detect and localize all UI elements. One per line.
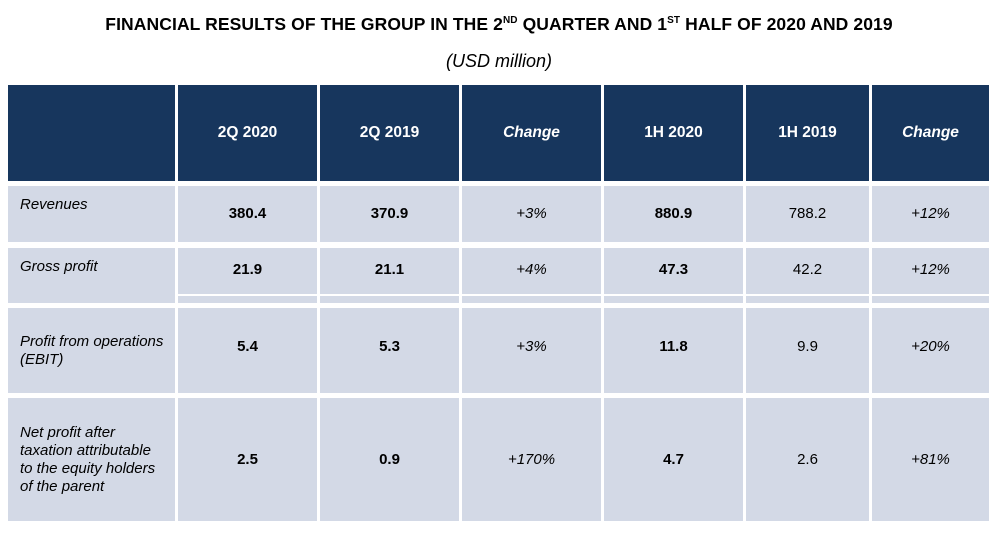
title-superscript: ST [667, 15, 681, 26]
row-label-gross-profit: Gross profit [8, 248, 175, 303]
row-divider [872, 294, 989, 296]
page-subtitle: (USD million) [445, 51, 552, 71]
gross-profit-2q-2020: 21.9 [178, 248, 317, 303]
header-corner [8, 85, 175, 181]
header-change-half: Change [872, 85, 989, 181]
title-text: HALF OF 2020 AND 2019 [680, 14, 893, 34]
row-label-revenues: Revenues [8, 186, 175, 242]
header-1h-2019: 1H 2019 [746, 85, 869, 181]
revenues-1h-2020: 880.9 [604, 186, 743, 242]
ebit-1h-2019: 9.9 [746, 308, 869, 393]
row-divider [604, 294, 743, 296]
revenues-1h-2019: 788.2 [746, 186, 869, 242]
title-text: FINANCIAL RESULTS OF THE GROUP IN THE 2 [105, 14, 503, 34]
row-divider [462, 294, 601, 296]
net-profit-2q-2020: 2.5 [178, 398, 317, 521]
header-1h-2020: 1H 2020 [604, 85, 743, 181]
row-label-ebit: Profit from operations (EBIT) [8, 308, 175, 393]
revenues-change-half: +12% [872, 186, 989, 242]
net-profit-change-quarter: +170% [462, 398, 601, 521]
net-profit-change-half: +81% [872, 398, 989, 521]
page-title: FINANCIAL RESULTS OF THE GROUP IN THE 2N… [0, 14, 998, 35]
header-change-quarter: Change [462, 85, 601, 181]
ebit-change-quarter: +3% [462, 308, 601, 393]
header-2q-2019: 2Q 2019 [320, 85, 459, 181]
gross-profit-1h-2020: 47.3 [604, 248, 743, 303]
net-profit-2q-2019: 0.9 [320, 398, 459, 521]
ebit-2q-2019: 5.3 [320, 308, 459, 393]
row-label-net-profit: Net profit after taxation attributable t… [8, 398, 175, 521]
row-divider [746, 294, 869, 296]
gross-profit-change-quarter: +4% [462, 248, 601, 303]
ebit-change-half: +20% [872, 308, 989, 393]
header-2q-2020: 2Q 2020 [178, 85, 317, 181]
net-profit-1h-2019: 2.6 [746, 398, 869, 521]
ebit-1h-2020: 11.8 [604, 308, 743, 393]
gross-profit-1h-2019: 42.2 [746, 248, 869, 303]
title-superscript: ND [502, 15, 518, 26]
row-divider [178, 294, 317, 296]
revenues-change-quarter: +3% [462, 186, 601, 242]
net-profit-1h-2020: 4.7 [604, 398, 743, 521]
ebit-2q-2020: 5.4 [178, 308, 317, 393]
row-divider [320, 294, 459, 296]
revenues-2q-2020: 380.4 [178, 186, 317, 242]
gross-profit-2q-2019: 21.1 [320, 248, 459, 303]
title-text: QUARTER AND 1 [517, 14, 668, 34]
revenues-2q-2019: 370.9 [320, 186, 459, 242]
gross-profit-change-half: +12% [872, 248, 989, 303]
